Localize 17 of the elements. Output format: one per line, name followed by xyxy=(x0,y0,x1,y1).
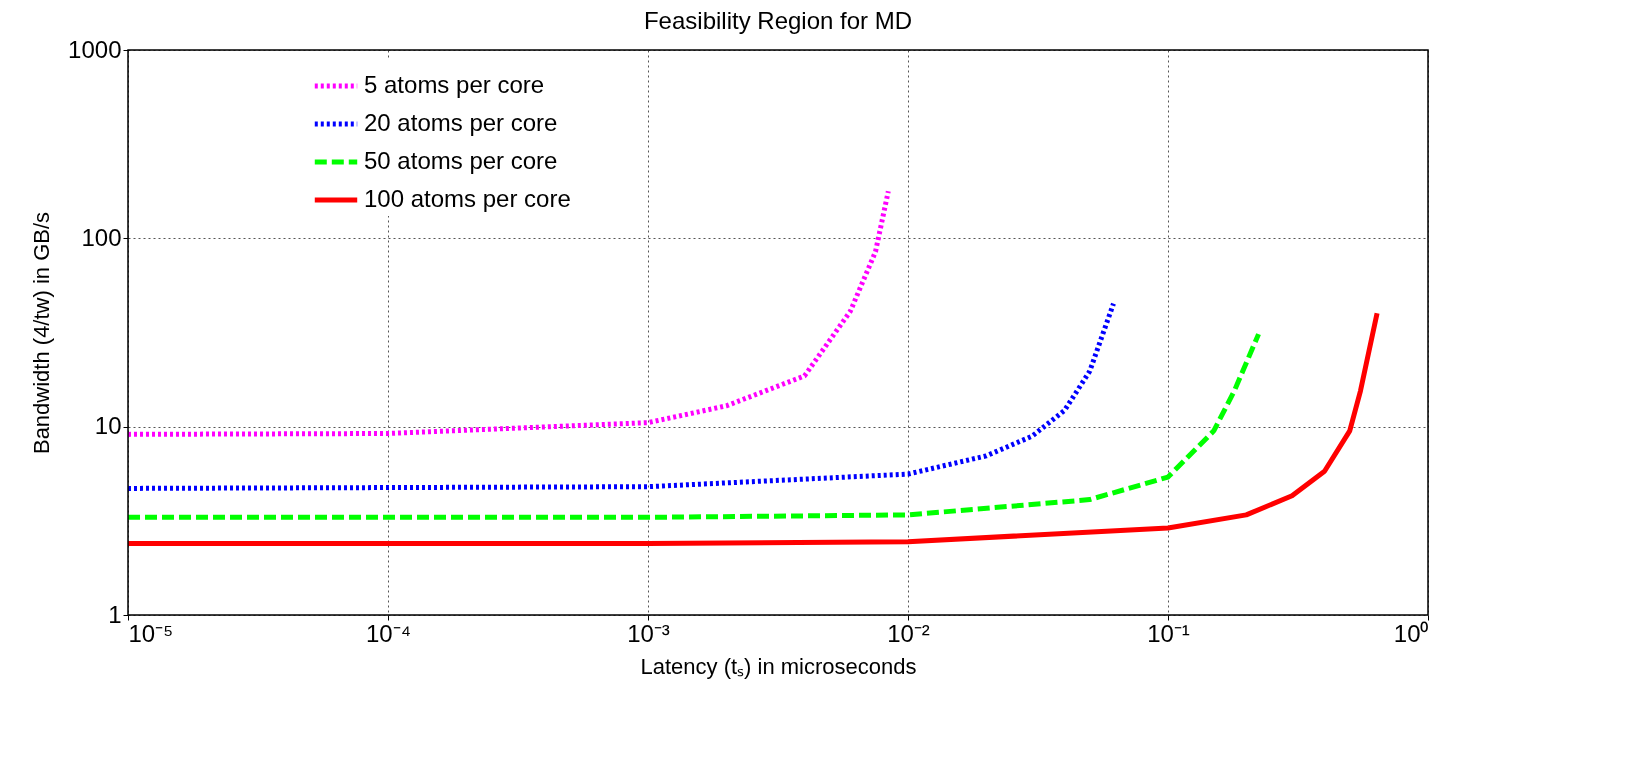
y-tick-label: 1 xyxy=(108,600,122,628)
x-tick-label: 10⁻⁵ xyxy=(128,619,174,647)
legend-label: 50 atoms per core xyxy=(364,147,558,174)
x-tick-label: 10⁰ xyxy=(1393,619,1429,647)
chart-title: Feasibility Region for MD xyxy=(643,7,913,34)
x-tick-label: 10⁻¹ xyxy=(1147,619,1190,647)
legend-label: 100 atoms per core xyxy=(364,185,571,212)
x-tick-label: 10⁻³ xyxy=(627,619,670,647)
x-axis-title: Latency (tₛ) in microseconds xyxy=(640,653,917,679)
y-tick-label: 10 xyxy=(94,412,122,440)
legend-label: 5 atoms per core xyxy=(364,71,545,98)
legend-label: 20 atoms per core xyxy=(364,109,558,136)
x-tick-label: 10⁻⁴ xyxy=(365,619,412,647)
x-tick-label: 10⁻² xyxy=(887,619,930,647)
y-tick-label: 100 xyxy=(81,223,122,251)
y-axis-title: Bandwidth (4/tw) in GB/s xyxy=(29,211,55,455)
y-tick-label: 1000 xyxy=(68,35,122,63)
